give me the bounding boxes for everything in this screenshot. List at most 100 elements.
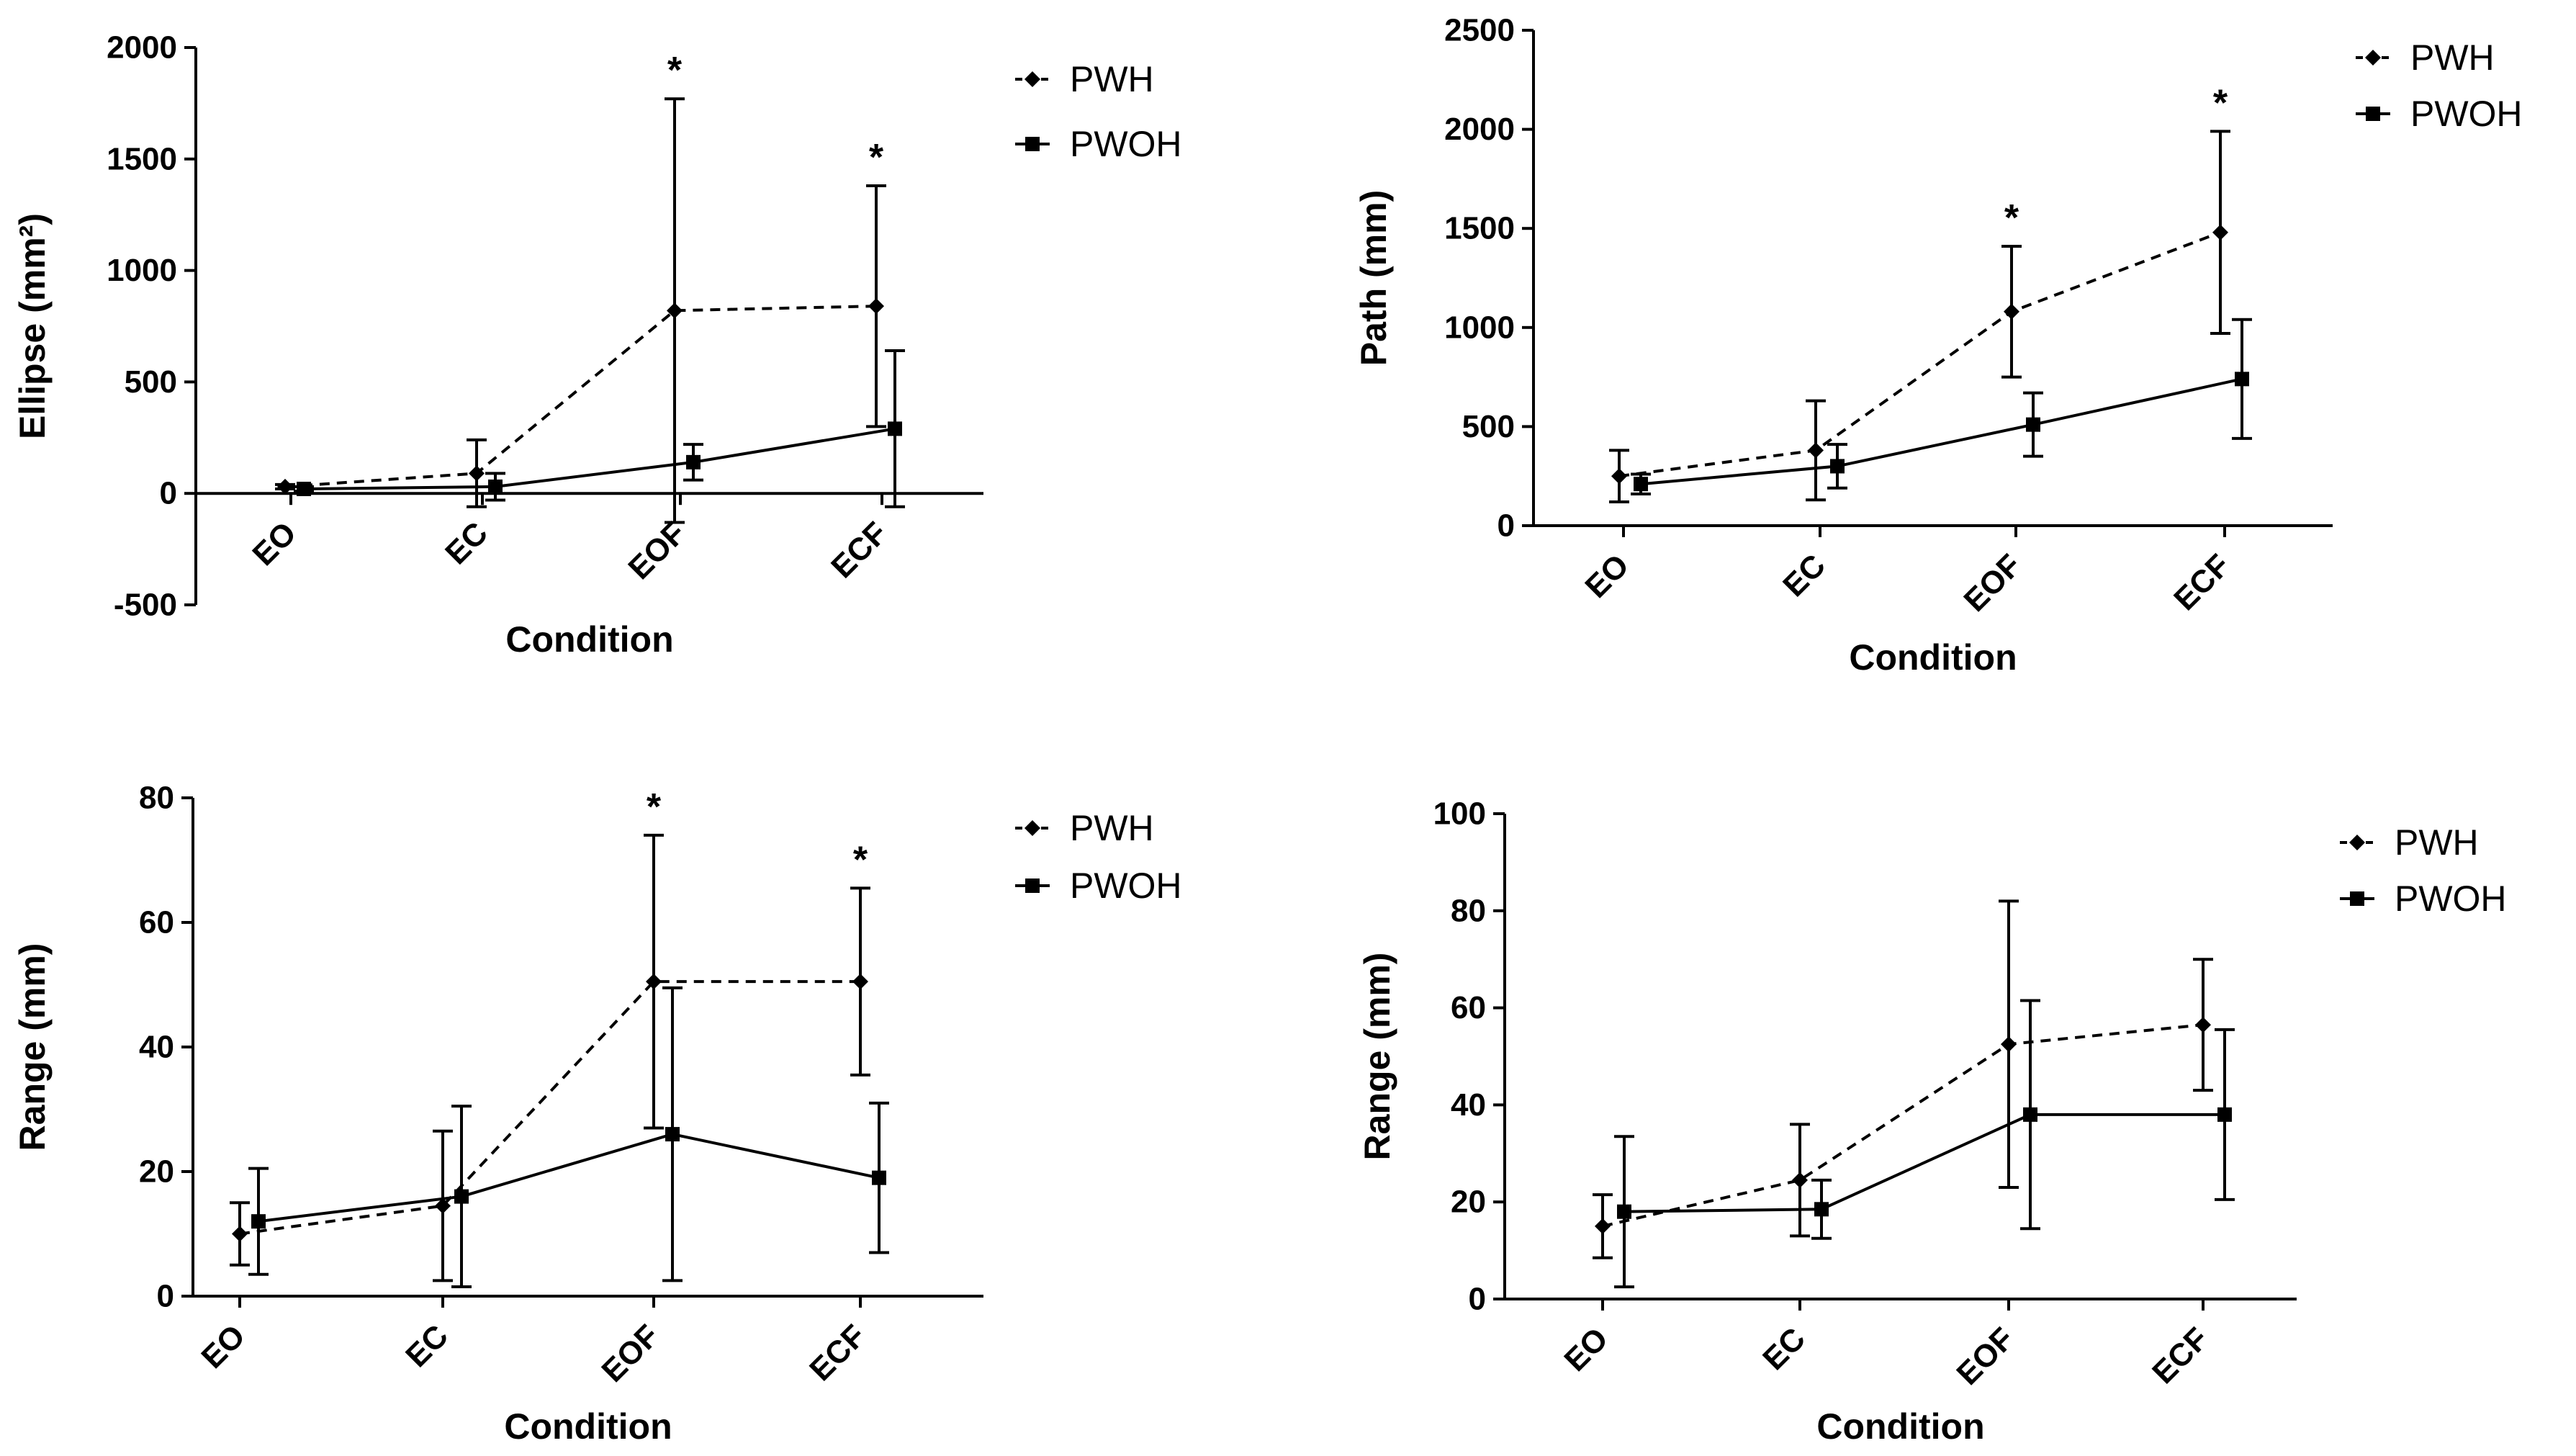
x-axis-title: Condition bbox=[504, 1406, 672, 1447]
y-tick-label: 0 bbox=[1498, 508, 1515, 544]
series-line-pwoh bbox=[1640, 377, 2243, 486]
series-line-pwh bbox=[1618, 230, 2221, 478]
data-point-diamond bbox=[277, 478, 293, 495]
significance-star: * bbox=[869, 137, 884, 179]
y-tick-label: 2000 bbox=[1444, 112, 1515, 147]
x-tick-label-eo: EO bbox=[246, 516, 303, 573]
x-tick-label-ecf: ECF bbox=[824, 516, 894, 585]
panel-ellipse: -500 0 500 1000 1500 2000 EO EC EOF ECF Condition E… bbox=[12, 30, 1182, 660]
y-tick-label: 1000 bbox=[107, 253, 177, 288]
legend-marker-square bbox=[2350, 891, 2364, 906]
data-point-diamond bbox=[2001, 1036, 2017, 1053]
legend-item-pwoh: PWOH bbox=[2340, 878, 2507, 919]
x-tick-label-ec: EC bbox=[438, 516, 495, 572]
data-point-square bbox=[888, 421, 902, 436]
legend-marker-square bbox=[1025, 137, 1040, 151]
data-point-square bbox=[2023, 1107, 2037, 1122]
y-tick-label: 60 bbox=[139, 905, 174, 940]
legend-label: PWH bbox=[1070, 59, 1154, 99]
data-point-square bbox=[251, 1214, 266, 1229]
data-point-square bbox=[2217, 1107, 2232, 1122]
x-tick-label-ecf: ECF bbox=[2167, 547, 2237, 617]
panel-range-right: 0 20 40 60 80 100 EO EC EOF ECF Condition Range (mm… bbox=[1357, 796, 2507, 1447]
y-tick-label: 1000 bbox=[1444, 310, 1515, 345]
data-point-square bbox=[1634, 477, 1648, 492]
y-tick-label: 2500 bbox=[1444, 13, 1515, 48]
data-point-diamond bbox=[1808, 442, 1824, 459]
data-point-diamond bbox=[667, 302, 683, 319]
data-point-square bbox=[1830, 459, 1845, 474]
x-tick-label-ec: EC bbox=[399, 1318, 455, 1374]
data-point-diamond bbox=[2212, 224, 2228, 241]
legend-item-pwoh: PWOH bbox=[1015, 124, 1182, 164]
data-point-diamond bbox=[1792, 1172, 1808, 1188]
y-tick-label: 500 bbox=[1462, 409, 1515, 444]
legend-label: PWH bbox=[2395, 822, 2479, 863]
x-tick-label-eo: EO bbox=[1557, 1321, 1615, 1378]
legend-item-pwoh: PWOH bbox=[2356, 94, 2523, 134]
x-axis-title: Condition bbox=[1849, 637, 2017, 678]
data-point-square bbox=[1814, 1202, 1829, 1217]
significance-star: * bbox=[853, 839, 868, 881]
data-point-diamond bbox=[2195, 1017, 2211, 1033]
y-axis-title: Range (mm) bbox=[1357, 953, 1397, 1161]
significance-star: * bbox=[2004, 197, 2019, 239]
series-line-pwh bbox=[284, 305, 877, 488]
y-tick-label: 0 bbox=[1469, 1282, 1486, 1317]
data-point-diamond bbox=[852, 974, 868, 990]
legend-marker-square bbox=[1025, 878, 1040, 893]
x-tick-label-ecf: ECF bbox=[803, 1318, 873, 1388]
y-axis-title: Path (mm) bbox=[1354, 190, 1394, 366]
y-axis-title: Ellipse (mm²) bbox=[12, 213, 53, 439]
data-point-square bbox=[872, 1170, 886, 1185]
legend-label: PWOH bbox=[1070, 866, 1182, 906]
series-pwoh bbox=[248, 986, 889, 1289]
series-line-pwh bbox=[239, 980, 860, 1236]
x-tick-label-eo: EO bbox=[194, 1318, 252, 1375]
legend-item-pwh: PWH bbox=[2340, 822, 2479, 863]
y-tick-label: 0 bbox=[160, 476, 177, 511]
data-point-square bbox=[686, 454, 701, 469]
data-point-diamond bbox=[646, 974, 662, 990]
series-pwoh bbox=[1614, 999, 2235, 1289]
x-tick-label-eof: EOF bbox=[1957, 547, 2028, 619]
data-point-square bbox=[488, 479, 503, 494]
x-tick-label-eof: EOF bbox=[595, 1318, 666, 1389]
series-pwh bbox=[230, 833, 870, 1282]
series-pwoh bbox=[294, 349, 905, 508]
data-point-diamond bbox=[2004, 303, 2019, 320]
legend-item-pwh: PWH bbox=[2356, 37, 2495, 78]
series-line-pwoh bbox=[1623, 1113, 2225, 1213]
series-pwh bbox=[275, 97, 886, 524]
y-axis-title: Range (mm) bbox=[12, 943, 53, 1151]
data-point-diamond bbox=[1611, 468, 1627, 485]
x-tick-label-ec: EC bbox=[1756, 1321, 1812, 1377]
panel-range-left: 0 20 40 60 80 EO EC EOF ECF Condition Range (mm) * *… bbox=[12, 781, 1182, 1447]
legend-label: PWOH bbox=[1070, 124, 1182, 164]
data-point-square bbox=[454, 1189, 469, 1204]
data-point-diamond bbox=[868, 298, 884, 315]
series-line-pwh bbox=[1602, 1023, 2204, 1228]
y-tick-label: 80 bbox=[139, 781, 174, 816]
y-tick-label: 1500 bbox=[1444, 211, 1515, 246]
significance-star: * bbox=[647, 786, 662, 828]
legend-label: PWH bbox=[2410, 37, 2495, 78]
legend-item-pwh: PWH bbox=[1015, 808, 1154, 848]
data-point-square bbox=[2026, 417, 2040, 432]
x-tick-label-eof: EOF bbox=[621, 516, 693, 587]
legend-item-pwh: PWH bbox=[1015, 59, 1154, 99]
series-pwoh bbox=[1631, 318, 2252, 495]
y-tick-label: -500 bbox=[114, 588, 177, 623]
significance-star: * bbox=[2213, 82, 2228, 124]
y-tick-label: 1500 bbox=[107, 141, 177, 176]
x-axis-title: Condition bbox=[505, 619, 673, 660]
y-tick-label: 500 bbox=[125, 364, 177, 400]
y-tick-label: 100 bbox=[1433, 796, 1486, 832]
x-axis-title: Condition bbox=[1816, 1406, 1984, 1447]
y-tick-label: 40 bbox=[139, 1030, 174, 1065]
x-tick-label-eo: EO bbox=[1578, 547, 1636, 605]
y-tick-label: 2000 bbox=[107, 30, 177, 66]
data-point-diamond bbox=[1595, 1218, 1611, 1234]
legend-item-pwoh: PWOH bbox=[1015, 866, 1182, 906]
